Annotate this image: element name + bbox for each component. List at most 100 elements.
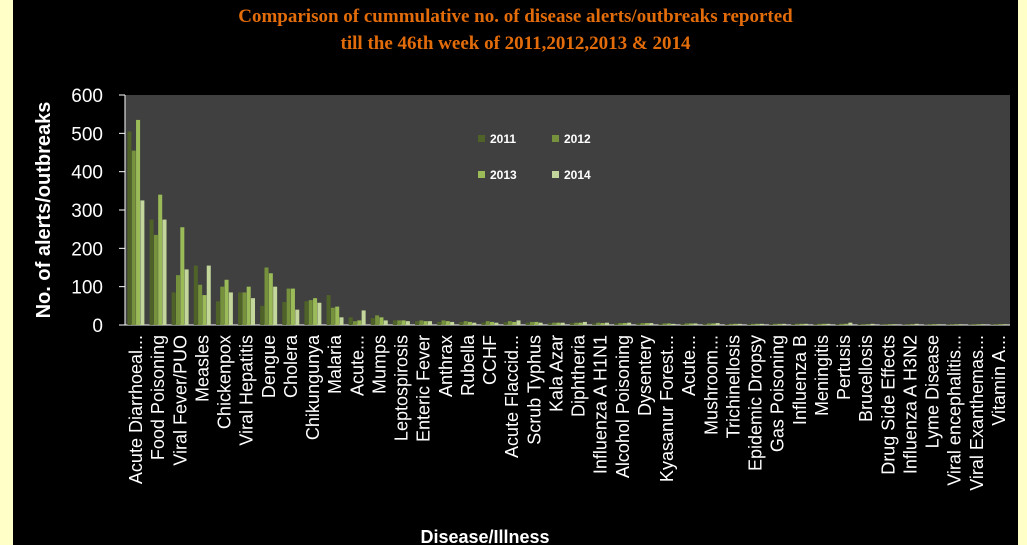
bar-2011-14 — [437, 321, 442, 325]
bar-2011-25 — [680, 323, 685, 325]
legend-swatch — [478, 135, 485, 142]
bar-2012-39 — [994, 324, 999, 325]
bar-2012-8 — [308, 300, 313, 325]
bar-2013-26 — [711, 323, 716, 325]
bar-2014-14 — [450, 321, 455, 325]
bar-2012-5 — [242, 292, 247, 325]
x-tick-label: Cholera — [281, 334, 301, 398]
bar-2012-18 — [529, 321, 535, 325]
bar-2014-23 — [649, 323, 654, 325]
x-tick-label: Influenza A H3N2 — [900, 335, 920, 474]
y-tick-label: 0 — [92, 316, 103, 337]
x-tick-label: Acute... — [347, 335, 367, 396]
bar-2013-30 — [799, 323, 804, 325]
bar-2013-34 — [888, 324, 893, 325]
bar-2013-12 — [401, 320, 406, 325]
bar-2013-9 — [335, 306, 340, 325]
bar-2012-30 — [795, 323, 800, 325]
bar-2013-11 — [379, 317, 384, 325]
bar-2013-7 — [290, 288, 295, 325]
x-tick-label: Measles — [192, 335, 212, 402]
x-tick-label: Diphtheria — [569, 334, 589, 417]
bar-2013-35 — [910, 324, 915, 325]
bar-2013-6 — [268, 273, 273, 325]
x-tick-label: Lyme Disease — [923, 335, 943, 448]
bar-2013-25 — [689, 323, 694, 325]
bar-2014-11 — [383, 320, 388, 325]
bar-2012-31 — [817, 323, 822, 325]
bar-2014-34 — [892, 324, 897, 325]
plot-area — [125, 95, 1010, 325]
bar-2013-18 — [534, 321, 539, 325]
bar-2014-19 — [560, 322, 565, 325]
y-tick-label: 500 — [71, 124, 103, 145]
y-tick-label: 100 — [71, 278, 103, 299]
bar-2011-6 — [260, 305, 265, 325]
bar-2011-28 — [746, 324, 751, 325]
x-tick-label: Viral Hepatitis — [237, 335, 257, 446]
x-tick-label: Alcohol Poisoning — [613, 335, 633, 478]
bar-2013-21 — [600, 323, 605, 325]
bar-2014-35 — [914, 323, 919, 325]
x-tick-label: Epidemic Dropsy — [746, 335, 766, 471]
x-tick-label: Mushroom... — [701, 335, 721, 435]
x-tick-label: Malaria — [325, 334, 345, 394]
bar-2012-2 — [175, 275, 181, 325]
bar-2011-32 — [835, 324, 840, 325]
bar-2012-32 — [839, 323, 844, 325]
bar-2011-11 — [370, 318, 375, 325]
bar-2014-15 — [472, 322, 477, 325]
x-tick-label: Dysentery — [635, 335, 655, 416]
bar-2012-6 — [264, 267, 269, 325]
y-tick-label: 200 — [71, 239, 103, 260]
bar-2013-19 — [556, 322, 561, 325]
bar-2012-22 — [618, 323, 623, 325]
bar-2014-3 — [206, 265, 211, 325]
x-tick-label: Kala Azar — [546, 335, 566, 412]
bar-2011-33 — [857, 324, 862, 325]
bar-2012-0 — [131, 150, 136, 325]
bar-2014-1 — [162, 219, 167, 325]
chart-title-line2: till the 46th week of 2011,2012,2013 & 2… — [340, 33, 691, 54]
bar-2014-37 — [959, 324, 964, 325]
bar-2014-31 — [826, 323, 831, 325]
x-tick-label: Acute... — [679, 335, 699, 396]
bar-2011-19 — [547, 323, 552, 325]
bar-2012-27 — [729, 323, 734, 325]
bar-2014-13 — [428, 321, 433, 325]
bar-2011-21 — [592, 323, 597, 325]
bar-2012-33 — [861, 324, 866, 325]
bar-2014-8 — [317, 302, 322, 325]
bar-2012-12 — [397, 320, 402, 325]
bar-2012-4 — [220, 286, 225, 325]
bar-2013-16 — [490, 321, 495, 325]
x-tick-label: Trichinellosis — [723, 335, 743, 438]
x-tick-label: Mumps — [369, 335, 389, 394]
bar-2011-7 — [282, 302, 287, 325]
bar-2014-33 — [870, 323, 875, 325]
bar-2013-28 — [755, 323, 760, 325]
bar-2012-37 — [950, 324, 955, 325]
legend-swatch — [552, 171, 559, 178]
bar-2012-16 — [485, 321, 490, 325]
bar-2013-37 — [954, 324, 959, 325]
bar-2014-16 — [494, 322, 499, 325]
bar-2013-31 — [821, 323, 826, 325]
bar-2014-12 — [405, 321, 410, 325]
bar-2011-22 — [614, 323, 619, 325]
bar-2012-15 — [463, 321, 468, 325]
chart-title-line1: Comparison of cummulative no. of disease… — [238, 6, 793, 27]
legend-label: 2013 — [490, 168, 517, 182]
bar-2013-13 — [423, 321, 428, 325]
legend-label: 2012 — [564, 132, 591, 146]
bar-2011-1 — [149, 219, 154, 325]
y-tick-label: 600 — [71, 86, 103, 107]
bar-2012-21 — [596, 322, 601, 325]
x-tick-label: Viral encephalitis... — [945, 335, 965, 486]
y-axis-label: No. of alerts/outbreaks — [33, 102, 55, 319]
bar-2013-4 — [224, 279, 229, 325]
x-tick-label: Viral Fever/PUO — [170, 335, 190, 466]
bar-2011-4 — [215, 301, 220, 325]
bar-2014-30 — [804, 323, 809, 325]
